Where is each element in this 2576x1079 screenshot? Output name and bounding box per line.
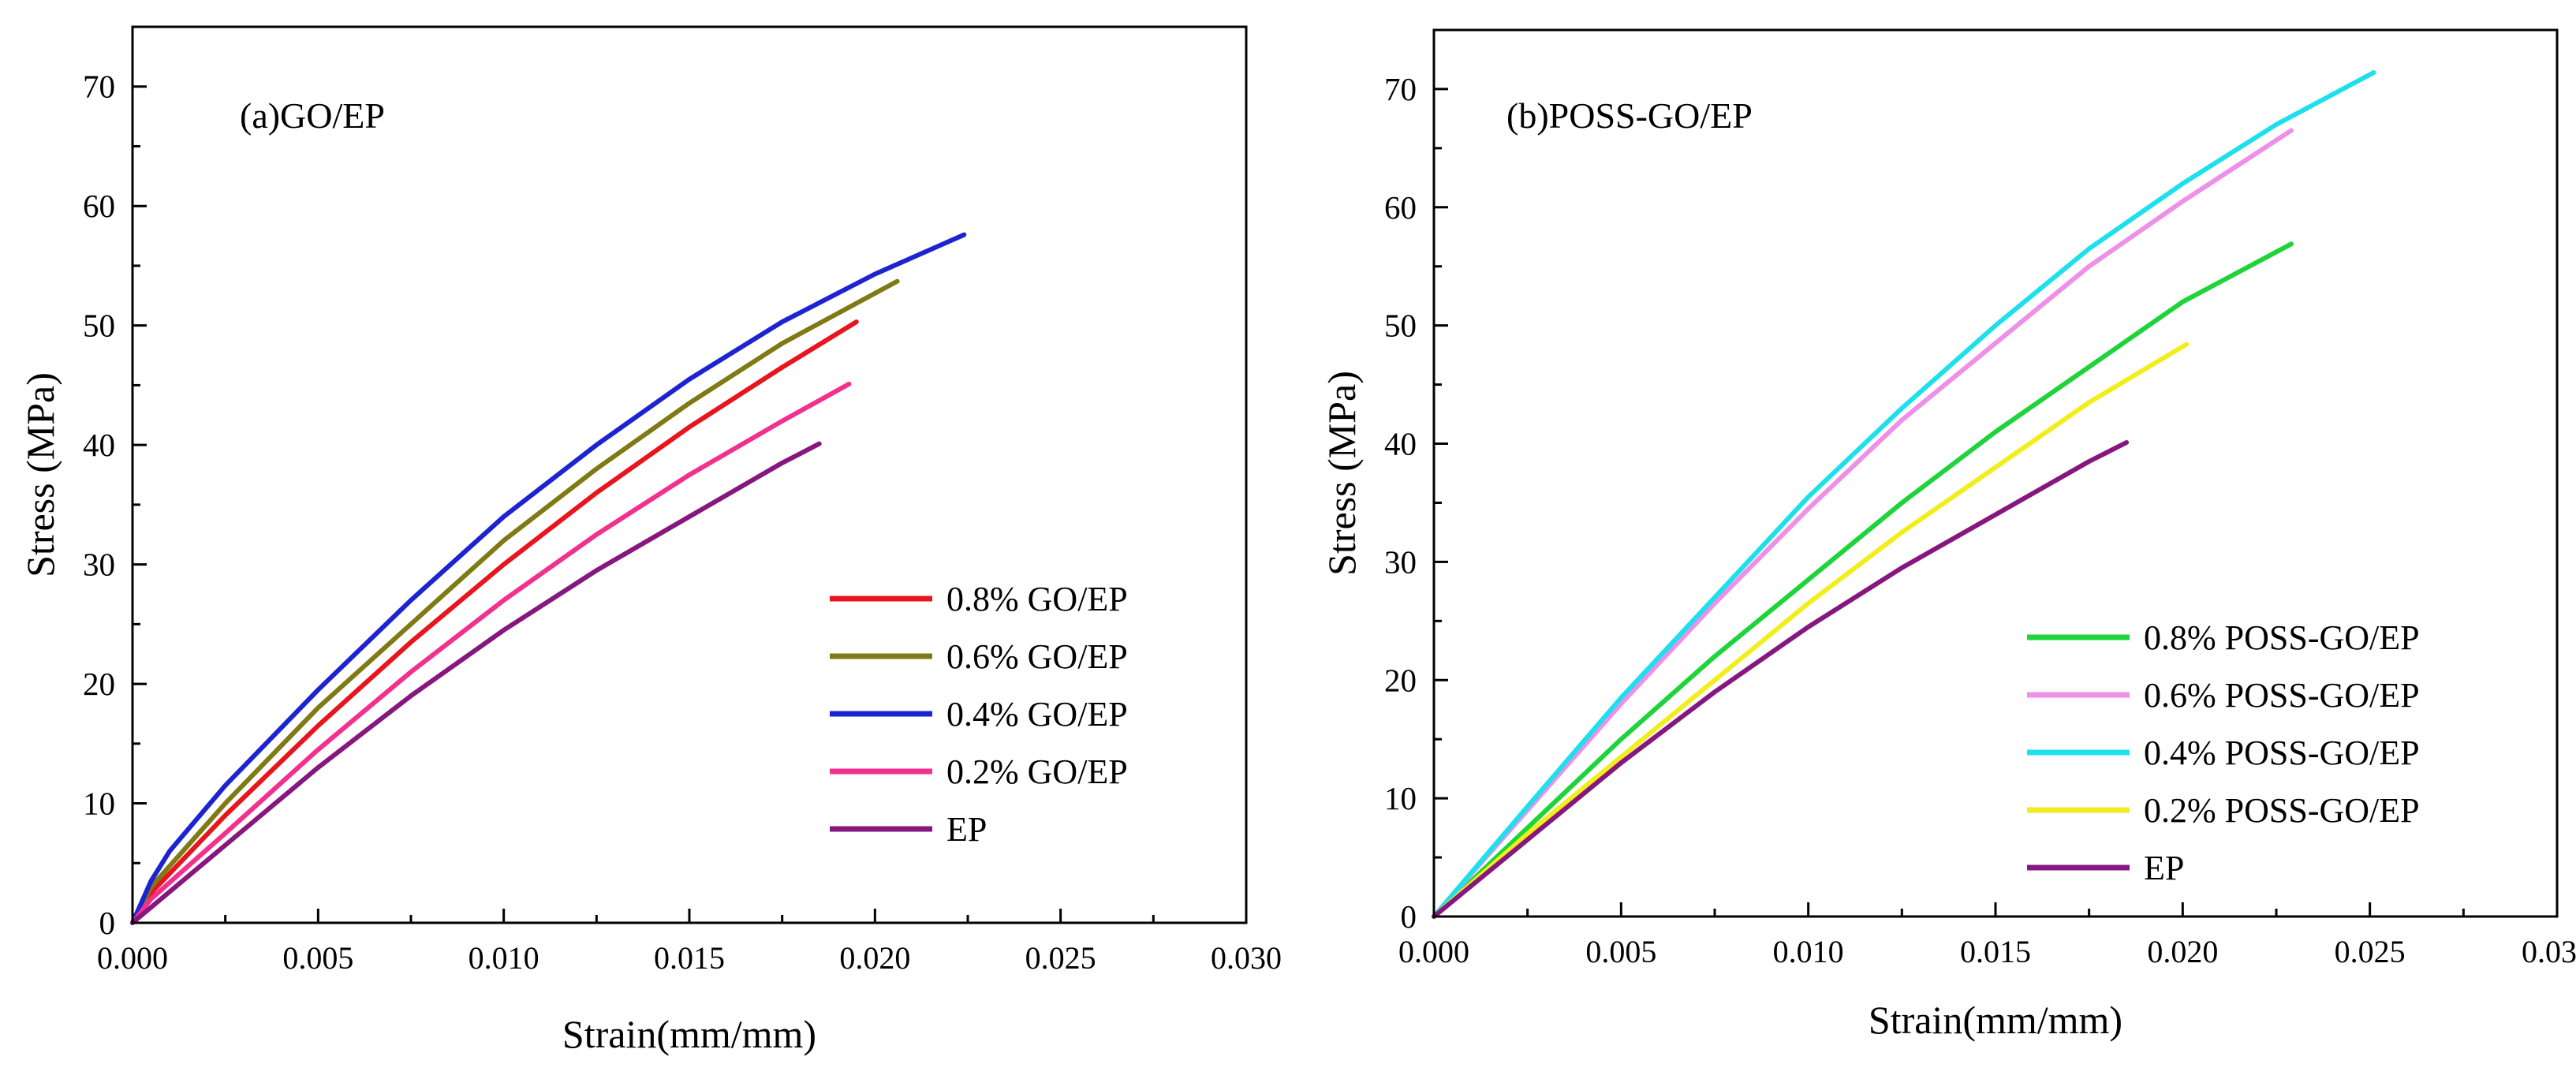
y-tick-label: 60 [1384,189,1417,226]
legend-label: 0.6% POSS-GO/EP [2144,676,2420,715]
y-tick-label: 50 [1384,308,1417,344]
series-line-0-0 [130,319,859,925]
y-axis-label: Stress (MPa) [1320,371,1364,576]
x-tick-label: 0.000 [97,940,168,976]
plot-frame [1432,28,2559,918]
series-line-0-3 [130,381,852,925]
chart-panel-0: 0.000 0.005 0.010 0.015 0.020 0.025 0.030 0 10 20… [18,25,1282,1056]
y-tick-label: 20 [83,666,115,702]
x-tick-label: 0.000 [1398,934,1469,969]
series-line-0-4 [130,441,822,925]
series-line-1-1 [1432,128,2294,919]
series-line-0-2 [130,232,967,925]
x-tick-label: 0.005 [1585,934,1656,969]
legend-label: 0.4% GO/EP [946,695,1128,734]
y-tick-label: 10 [1384,780,1417,816]
legend-label: EP [2144,849,2184,887]
x-tick-label: 0.025 [2335,934,2406,969]
chart-panel-1: 0.000 0.005 0.010 0.015 0.020 0.025 0.030 0 10 20… [1320,28,2576,1042]
x-tick-label: 0.030 [1211,940,1282,976]
legend-label: 0.2% POSS-GO/EP [2144,791,2420,830]
y-tick-label: 20 [1384,662,1417,698]
legend-label: EP [946,810,987,849]
x-tick-label: 0.020 [2147,934,2218,969]
y-tick-label: 70 [83,69,115,105]
series-line-1-4 [1432,440,2130,919]
legend: 0.8% GO/EP 0.6% GO/EP 0.4% GO/EP 0.2% GO/EP… [830,580,1128,849]
x-tick-label: 0.010 [1773,934,1844,969]
series-line-1-2 [1432,70,2376,919]
y-tick-label: 50 [83,308,115,344]
x-tick-label: 0.005 [282,940,353,976]
y-tick-label: 10 [83,786,115,822]
legend: 0.8% POSS-GO/EP 0.6% POSS-GO/EP 0.4% POSS-… [2027,618,2420,887]
y-tick-label: 30 [83,547,115,583]
x-tick-label: 0.010 [469,940,539,976]
legend-label: 0.6% GO/EP [946,637,1128,676]
series-line-1-3 [1432,342,2190,919]
series-line-1-0 [1432,241,2294,919]
y-tick-label: 0 [99,905,116,941]
panel-title: (b)POSS-GO/EP [1506,95,1753,136]
x-axis-label: Strain(mm/mm) [1869,998,2122,1042]
x-tick-label: 0.020 [839,940,910,976]
x-axis-label: Strain(mm/mm) [562,1012,816,1056]
x-tick-label: 0.015 [654,940,725,976]
legend-label: 0.8% GO/EP [946,580,1128,618]
series-line-0-1 [130,278,900,925]
y-tick-label: 30 [1384,543,1417,580]
y-axis-label: Stress (MPa) [18,372,62,577]
x-tick-label: 0.025 [1025,940,1096,976]
x-tick-label: 0.030 [2522,934,2576,969]
legend-label: 0.8% POSS-GO/EP [2144,618,2420,657]
legend-label: 0.4% POSS-GO/EP [2144,734,2420,772]
x-tick-label: 0.015 [1960,934,2031,969]
y-tick-label: 0 [1401,898,1417,935]
y-tick-label: 40 [83,427,115,463]
legend-label: 0.2% GO/EP [946,752,1128,791]
panel-title: (a)GO/EP [240,95,385,136]
y-tick-label: 60 [83,188,115,224]
y-tick-label: 70 [1384,71,1417,107]
y-tick-label: 40 [1384,426,1417,462]
